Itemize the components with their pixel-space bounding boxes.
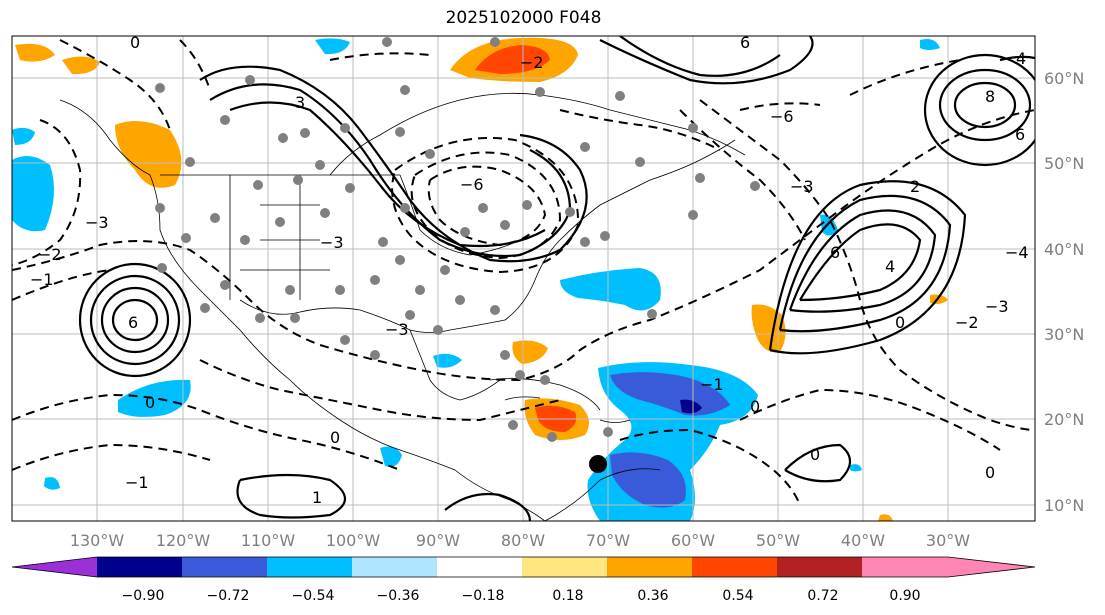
lon-label: 100°W [326,531,381,550]
lon-label: 130°W [70,531,125,550]
lat-label: 40°N [1044,240,1084,259]
colorbar-segment [97,557,182,577]
lon-label: 50°W [756,531,800,550]
contour-label: −1 [125,473,149,492]
contour-label: −6 [460,175,484,194]
contour-label: −3 [85,213,109,232]
contour-label: 0 [895,313,905,332]
contour-label: 0 [145,393,155,412]
contour-label: −2 [520,53,544,72]
coastlines [59,92,746,521]
contour-label: 4 [1016,49,1026,68]
colorbar-tick-label: −0.36 [377,588,420,604]
lat-label: 20°N [1044,410,1084,429]
colorbar-segment [948,557,1035,577]
colorbar-segment [777,557,862,577]
colorbar-tick-label: 0.18 [552,588,583,604]
contour-label: −3 [320,233,344,252]
contour-label: 0 [750,397,760,416]
contour-label: −2 [38,245,62,264]
map-title: 2025102000 F048 [445,8,602,28]
colorbar-segment [182,557,267,577]
lat-label: 30°N [1044,325,1084,344]
contour-label: 0 [810,445,820,464]
colorbar-tick-label: −0.54 [292,588,335,604]
contour-label: 6 [740,33,750,52]
lon-label: 70°W [586,531,630,550]
colorbar-segment [692,557,777,577]
colorbar-segment [437,557,522,577]
contour-label: −3 [985,297,1009,316]
positive-contours [78,36,1035,521]
colorbar-tick-label: 0.90 [889,588,920,604]
contour-label: 0 [985,463,995,482]
contour-label: −1 [700,375,724,394]
contour-label: 2 [910,177,920,196]
colorbar-tick-label: 0.54 [722,588,753,604]
colorbar-tick-label: −0.18 [462,588,505,604]
contour-label: −2 [955,313,979,332]
negative-contours [12,39,1035,506]
contour-label: 6 [128,313,138,332]
contour-label: −3 [385,320,409,339]
contour-label: 4 [885,257,895,276]
contour-label: −1 [30,270,54,289]
lon-label: 30°W [926,531,970,550]
colorbar-tick-label: −0.72 [207,588,250,604]
lon-label: 120°W [156,531,211,550]
lon-label: 80°W [501,531,545,550]
contour-label: 6 [1015,125,1025,144]
storm-center-marker [589,455,607,473]
contour-label: 8 [985,87,995,106]
contour-label: 0 [130,33,140,52]
colorbar-segment [12,557,97,577]
colorbar-segment [267,557,352,577]
colorbar-segment [607,557,692,577]
lon-label: 60°W [671,531,715,550]
colorbar-segment [522,557,607,577]
lat-label: 50°N [1044,154,1084,173]
colorbar-segment [862,557,948,577]
station-dots [155,37,760,442]
negative-anomaly-shading [12,38,940,521]
lon-label: 90°W [416,531,460,550]
contour-label: −4 [1005,243,1029,262]
longitude-labels: 130°W 120°W 110°W 100°W 90°W 80°W 70°W 6… [70,531,970,550]
contour-label: 1 [312,488,322,507]
contour-label: 0 [330,428,340,447]
colorbar-tick-label: −0.90 [122,588,165,604]
colorbar-tick-label: 0.36 [637,588,668,604]
latitude-labels: 60°N 50°N 40°N 30°N 20°N 10°N [1044,69,1084,515]
map-frame [11,35,1036,522]
colorbar-tick-label: 0.72 [807,588,838,604]
colorbar-ticks: −0.90 −0.72 −0.54 −0.36 −0.18 0.18 0.36 … [122,588,921,604]
contour-label: 6 [830,243,840,262]
colorbar [11,556,1036,578]
lon-label: 110°W [241,531,296,550]
contour-label: −3 [790,177,814,196]
lon-label: 40°W [841,531,885,550]
contour-labels: 8 4 6 −6 −3 2 6 4 −2 −3 −4 0 6 −3 −2 −1 … [30,33,1029,507]
contour-label: −6 [770,107,794,126]
lat-label: 60°N [1044,69,1084,88]
contour-label: 3 [295,93,305,112]
colorbar-segment [352,557,437,577]
lat-label: 10°N [1044,496,1084,515]
graticule [12,36,1035,521]
